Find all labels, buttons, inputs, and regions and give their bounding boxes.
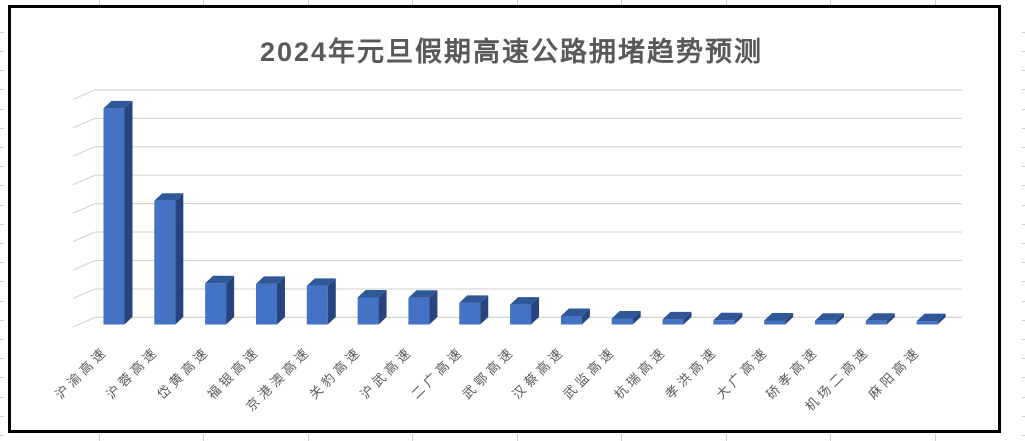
sheet-gridline [0, 50, 4, 52]
sheet-gridline [516, 433, 518, 441]
sheet-gridline [1021, 204, 1025, 206]
sheet-gridline [1021, 146, 1025, 148]
sheet-gridline [0, 358, 4, 360]
sheet-gridline [1021, 377, 1025, 379]
sheet-gridline [621, 433, 622, 441]
sheet-gridline [0, 185, 4, 187]
sheet-gridline [1021, 434, 1025, 436]
sheet-gridline [0, 31, 4, 33]
sheet-gridline [307, 0, 309, 5]
chart-title: 2024年元旦假期高速公路拥堵趋势预测 [259, 37, 764, 67]
sheet-gridline [0, 281, 4, 283]
sheet-gridline [0, 338, 4, 340]
sheet-gridline [0, 242, 4, 244]
sheet-gridline [98, 433, 100, 441]
sheet-gridline [0, 89, 4, 91]
sheet-gridline [1021, 358, 1025, 360]
sheet-gridline [1021, 50, 1025, 52]
sheet-gridline [1021, 70, 1025, 72]
sheet-gridline [307, 433, 309, 441]
sheet-gridline [1021, 242, 1025, 244]
sheet-gridline [1021, 185, 1025, 187]
sheet-gridline [0, 127, 4, 129]
sheet-gridline [725, 0, 727, 5]
sheet-gridline [0, 146, 4, 148]
sheet-gridline [621, 0, 622, 5]
sheet-gridline [1021, 415, 1025, 417]
sheet-gridline [1021, 127, 1025, 129]
sheet-gridline [0, 70, 4, 72]
sheet-gridline [0, 204, 4, 206]
sheet-gridline [0, 166, 4, 168]
sheet-gridline [1021, 300, 1025, 302]
sheet-gridline [0, 223, 4, 225]
sheet-gridline [1021, 108, 1025, 110]
sheet-gridline [0, 377, 4, 379]
sheet-gridline [412, 0, 413, 5]
sheet-gridline [0, 434, 4, 436]
sheet-gridline [934, 433, 936, 441]
sheet-gridline [0, 319, 4, 321]
sheet-gridline [516, 0, 518, 5]
sheet-gridline [830, 433, 831, 441]
sheet-gridline [1021, 89, 1025, 91]
sheet-gridline [98, 0, 100, 5]
sheet-gridline [0, 262, 4, 264]
sheet-gridline [0, 300, 4, 302]
sheet-gridline [725, 433, 727, 441]
sheet-gridline [203, 0, 204, 5]
sheet-gridline [0, 396, 4, 398]
sheet-gridline [412, 433, 413, 441]
sheet-gridline [1021, 338, 1025, 340]
sheet-gridline [1021, 319, 1025, 321]
sheet-gridline [1021, 262, 1025, 264]
sheet-gridline [830, 0, 831, 5]
sheet-gridline [203, 433, 204, 441]
sheet-gridline [1021, 166, 1025, 168]
sheet-gridline [934, 0, 936, 5]
sheet-gridline [0, 415, 4, 417]
sheet-gridline [1021, 396, 1025, 398]
sheet-gridline [1021, 223, 1025, 225]
sheet-gridline [1021, 31, 1025, 33]
sheet-gridline [0, 108, 4, 110]
sheet-gridline [1021, 281, 1025, 283]
